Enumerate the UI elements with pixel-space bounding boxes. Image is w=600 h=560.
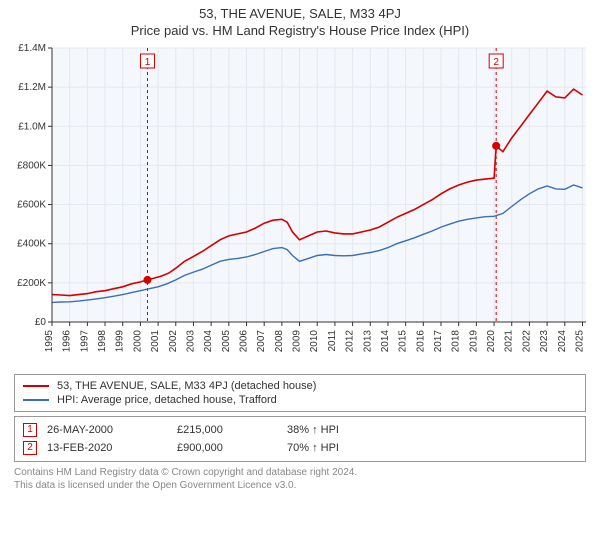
x-axis-label: 2001 — [150, 330, 161, 353]
footnote: Contains HM Land Registry data © Crown c… — [14, 466, 586, 492]
chart-svg: £0 £200K £400K £600K £800K £1.0M £1.2M £1.4M 199… — [0, 40, 600, 370]
footnote-line: Contains HM Land Registry data © Crown c… — [14, 466, 586, 479]
x-axis-label: 2003 — [185, 330, 196, 353]
x-axis-label: 1995 — [44, 330, 55, 353]
legend: 53, THE AVENUE, SALE, M33 4PJ (detached … — [14, 374, 586, 412]
x-axis-label: 2021 — [504, 330, 515, 353]
x-axis-label: 2015 — [398, 330, 409, 353]
sale-price: £900,000 — [177, 442, 277, 454]
x-axis-label: 2013 — [362, 330, 373, 353]
sale-date: 26-MAY-2000 — [47, 424, 167, 436]
y-axis-label: £400K — [17, 239, 46, 250]
sale-marker-number: 1 — [145, 57, 151, 68]
x-axis-label: 2007 — [256, 330, 267, 353]
y-axis-label: £0 — [35, 317, 47, 328]
x-axis-label: 2004 — [203, 330, 214, 353]
sale-marker-dot — [143, 276, 151, 284]
legend-item: 53, THE AVENUE, SALE, M33 4PJ (detached … — [23, 379, 577, 393]
x-axis-label: 2023 — [539, 330, 550, 353]
sale-marker-box: 1 — [23, 423, 37, 437]
sale-marker-box: 2 — [23, 441, 37, 455]
x-axis-label: 2025 — [574, 330, 585, 353]
y-axis-label: £600K — [17, 200, 46, 211]
x-axis-label: 2006 — [239, 330, 250, 353]
x-axis-label: 2014 — [380, 330, 391, 353]
x-axis-label: 2011 — [327, 330, 338, 352]
chart: £0 £200K £400K £600K £800K £1.0M £1.2M £1.4M 199… — [0, 40, 600, 370]
chart-titles: 53, THE AVENUE, SALE, M33 4PJ Price paid… — [0, 0, 600, 40]
footnote-line: This data is licensed under the Open Gov… — [14, 479, 586, 492]
y-axis-label: £1.2M — [18, 82, 46, 93]
sales-table: 1 26-MAY-2000 £215,000 38% ↑ HPI 2 13-FEB-202… — [14, 416, 586, 462]
plot-background — [52, 48, 586, 322]
y-axis-label: £200K — [17, 278, 46, 289]
x-axis-label: 1999 — [115, 330, 126, 353]
sales-row: 1 26-MAY-2000 £215,000 38% ↑ HPI — [23, 421, 577, 439]
sale-hpi: 38% ↑ HPI — [287, 424, 407, 436]
page-title: 53, THE AVENUE, SALE, M33 4PJ — [0, 6, 600, 21]
legend-swatch — [23, 385, 49, 387]
x-axis-label: 1997 — [79, 330, 90, 353]
legend-label: HPI: Average price, detached house, Traf… — [57, 394, 277, 406]
sale-marker-number: 2 — [493, 57, 499, 68]
x-axis-label: 2005 — [221, 330, 232, 353]
page-subtitle: Price paid vs. HM Land Registry's House … — [0, 23, 600, 38]
x-axis-label: 2019 — [468, 330, 479, 353]
x-axis-label: 2017 — [433, 330, 444, 353]
x-axis-label: 2010 — [309, 330, 320, 353]
x-axis-label: 2009 — [292, 330, 303, 353]
x-axis-label: 1998 — [97, 330, 108, 353]
sale-price: £215,000 — [177, 424, 277, 436]
legend-item: HPI: Average price, detached house, Traf… — [23, 393, 577, 407]
sale-hpi: 70% ↑ HPI — [287, 442, 407, 454]
x-axis-label: 2022 — [521, 330, 532, 353]
y-axis-label: £1.4M — [18, 43, 46, 54]
x-axis-label: 2020 — [486, 330, 497, 353]
x-axis-label: 2002 — [168, 330, 179, 353]
legend-swatch — [23, 399, 49, 401]
y-axis-label: £800K — [17, 160, 46, 171]
sale-marker-dot — [492, 142, 500, 150]
x-axis-label: 2008 — [274, 330, 285, 353]
sale-date: 13-FEB-2020 — [47, 442, 167, 454]
legend-label: 53, THE AVENUE, SALE, M33 4PJ (detached … — [57, 380, 316, 392]
x-axis-label: 1996 — [62, 330, 73, 353]
x-axis-label: 2000 — [132, 330, 143, 353]
x-axis-label: 2016 — [415, 330, 426, 353]
x-axis-label: 2018 — [451, 330, 462, 353]
y-axis-label: £1.0M — [18, 121, 46, 132]
x-axis-label: 2024 — [557, 330, 568, 353]
sales-row: 2 13-FEB-2020 £900,000 70% ↑ HPI — [23, 439, 577, 457]
x-axis-label: 2012 — [345, 330, 356, 353]
